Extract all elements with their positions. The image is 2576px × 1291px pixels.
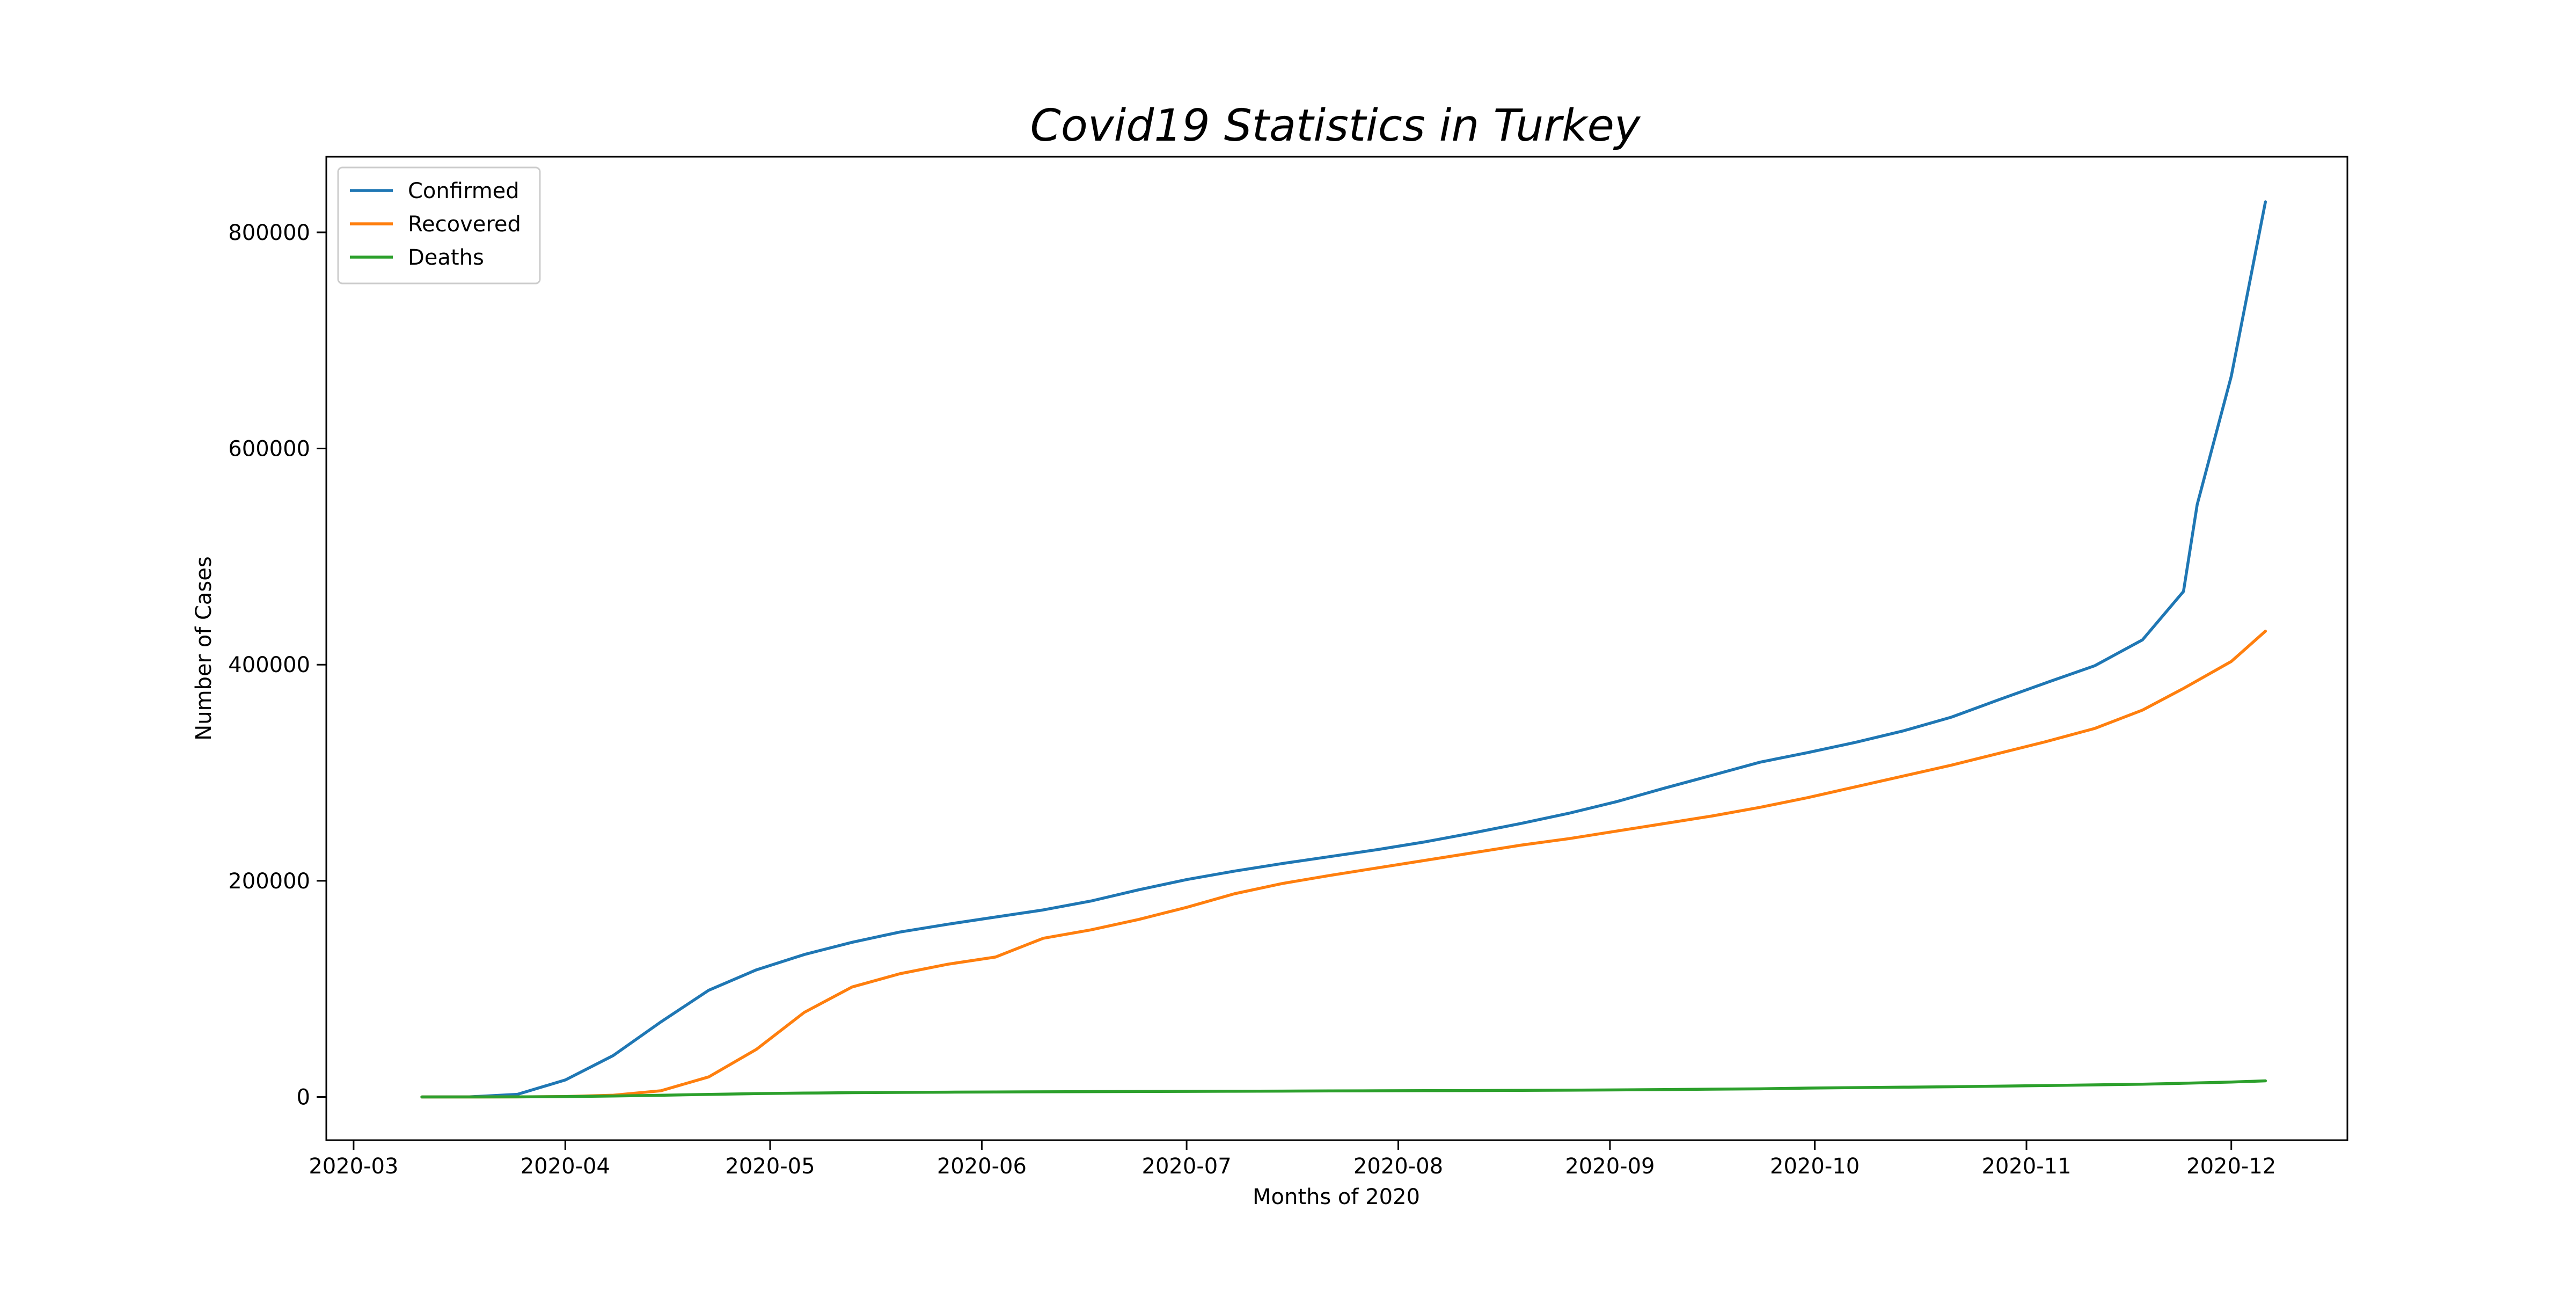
series-line-confirmed (420, 200, 2267, 1099)
series-line-deaths (420, 1079, 2267, 1099)
y-tick-label: 800000 (228, 221, 310, 245)
y-axis: 0 200000 400000 600000 800000 (228, 221, 326, 1110)
x-tick-label: 2020-08 (1353, 1154, 1443, 1179)
legend-box (337, 166, 541, 285)
x-tick-label: 2020-06 (937, 1154, 1027, 1179)
series-line-recovered (420, 630, 2267, 1099)
x-tick-label: 2020-12 (2186, 1154, 2276, 1179)
chart-title: Covid19 Statistics in Turkey (1030, 100, 1641, 151)
x-tick-label: 2020-11 (1981, 1154, 2071, 1179)
x-axis: 2020-03 2020-04 2020-05 2020-06 2020-07 2020-… (309, 1140, 2276, 1179)
x-tick-label: 2020-10 (1770, 1154, 1860, 1179)
x-axis-label: Months of 2020 (1253, 1185, 1420, 1209)
legend: Confirmed Recovered Deaths (337, 166, 541, 285)
y-axis-label: Number of Cases (192, 556, 216, 740)
x-tick-label: 2020-07 (1142, 1154, 1232, 1179)
plot-frame (325, 156, 2348, 1141)
y-tick-label: 200000 (228, 869, 310, 894)
x-tick-label: 2020-04 (521, 1154, 610, 1179)
legend-label-deaths: Deaths (408, 245, 484, 270)
series-layer (420, 200, 2267, 1099)
legend-label-confirmed: Confirmed (408, 179, 519, 203)
x-tick-label: 2020-09 (1565, 1154, 1655, 1179)
y-tick-label: 0 (297, 1085, 310, 1110)
y-tick-label: 600000 (228, 437, 310, 462)
x-tick-label: 2020-03 (309, 1154, 398, 1179)
legend-label-recovered: Recovered (408, 212, 521, 237)
y-tick-label: 400000 (228, 653, 310, 677)
x-tick-label: 2020-05 (725, 1154, 815, 1179)
